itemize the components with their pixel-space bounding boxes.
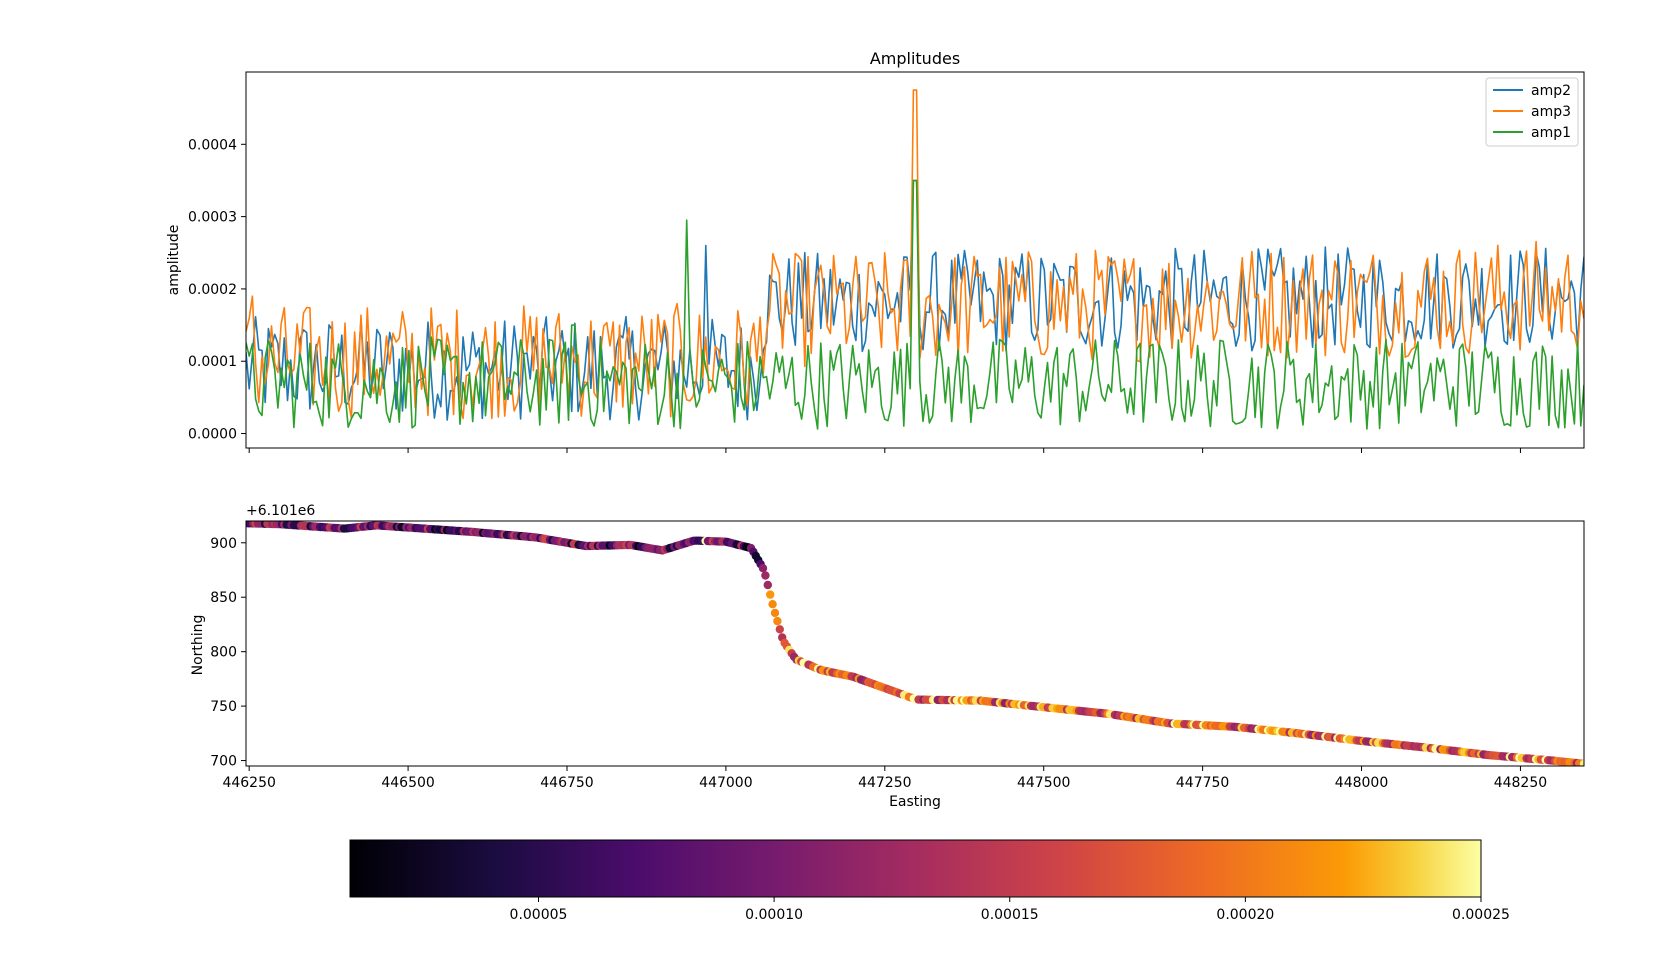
track-points [246,521,1584,766]
y-tick-label: 850 [210,590,237,606]
legend-label: amp3 [1531,104,1571,120]
x-axis-ticks-bottom: 446250 446500 446750 447000 447250 447500 4477… [222,766,1547,791]
y-tick-label: 800 [210,645,237,661]
series-lines [246,89,1584,430]
legend-entry-amp1: amp1 [1493,125,1571,141]
x-tick-label: 447250 [858,775,911,791]
track-point [1579,759,1584,766]
colorbar-tick-label: 0.00005 [510,907,568,923]
y-axis-ticks-top: 0.0000 0.0001 0.0002 0.0003 0.0004 [188,137,246,443]
amplitude-plot: Amplitudes 0.00000.00010.00020.00030.000… [166,49,1585,453]
legend-label: amp2 [1531,83,1571,99]
x-tick-label: 448000 [1335,775,1388,791]
plot-frame-bottom [245,520,1585,767]
track-plot: 700 750 800 850 900 446250 446500 446750 447000… [190,503,1585,810]
colorbar-tick-label: 0.00025 [1452,907,1510,923]
track-point [770,608,780,618]
x-tick-label: 448250 [1494,775,1547,791]
colorbar-tick-label: 0.00015 [981,907,1039,923]
x-tick-label: 446500 [381,775,434,791]
offset-text: +6.101e6 [246,503,315,519]
legend-entry-amp2: amp2 [1493,83,1571,99]
track-point [758,564,768,573]
legend-label: amp1 [1531,125,1571,141]
track-point [763,580,772,590]
x-tick-label: 447750 [1176,775,1229,791]
x-tick-label: 446250 [222,775,275,791]
y-tick-label: 700 [210,754,237,770]
y-axis-label-top: amplitude [166,225,182,296]
y-tick-label: 0.0004 [188,137,237,153]
track-point [766,590,775,599]
x-axis-label: Easting [889,794,941,810]
x-tick-label: 447000 [699,775,752,791]
legend-box [1485,77,1579,147]
colorbar-tick-label: 0.00020 [1216,907,1274,923]
y-tick-label: 900 [210,536,237,552]
x-axis-ticks-top [248,448,1521,453]
series-line-amp1 [246,179,1584,430]
y-axis-ticks-bottom: 700 750 800 850 900 [210,536,246,770]
y-tick-label: 750 [210,699,237,715]
plot-frame-top [245,71,1585,449]
colorbar: 0.00005 0.00010 0.00015 0.00020 0.00025 [349,839,1510,923]
track-point [768,600,777,609]
colorbar-gradient [349,839,1482,898]
colorbar-tick-label: 0.00010 [745,907,803,923]
chart-title: Amplitudes [870,49,960,68]
track-point [775,625,784,634]
y-tick-label: 0.0001 [188,354,237,370]
x-tick-label: 447500 [1017,775,1070,791]
legend-entry-amp3: amp3 [1493,104,1571,120]
y-axis-label-bottom: Northing [190,615,206,676]
y-tick-label: 0.0000 [188,427,237,443]
legend: amp2 amp3 amp1 [1485,77,1579,147]
y-tick-label: 0.0002 [188,282,237,298]
track-point [761,571,770,580]
y-tick-label: 0.0003 [188,210,237,226]
track-point [773,616,782,626]
colorbar-ticks: 0.00005 0.00010 0.00015 0.00020 0.00025 [510,897,1510,923]
x-tick-label: 446750 [540,775,593,791]
